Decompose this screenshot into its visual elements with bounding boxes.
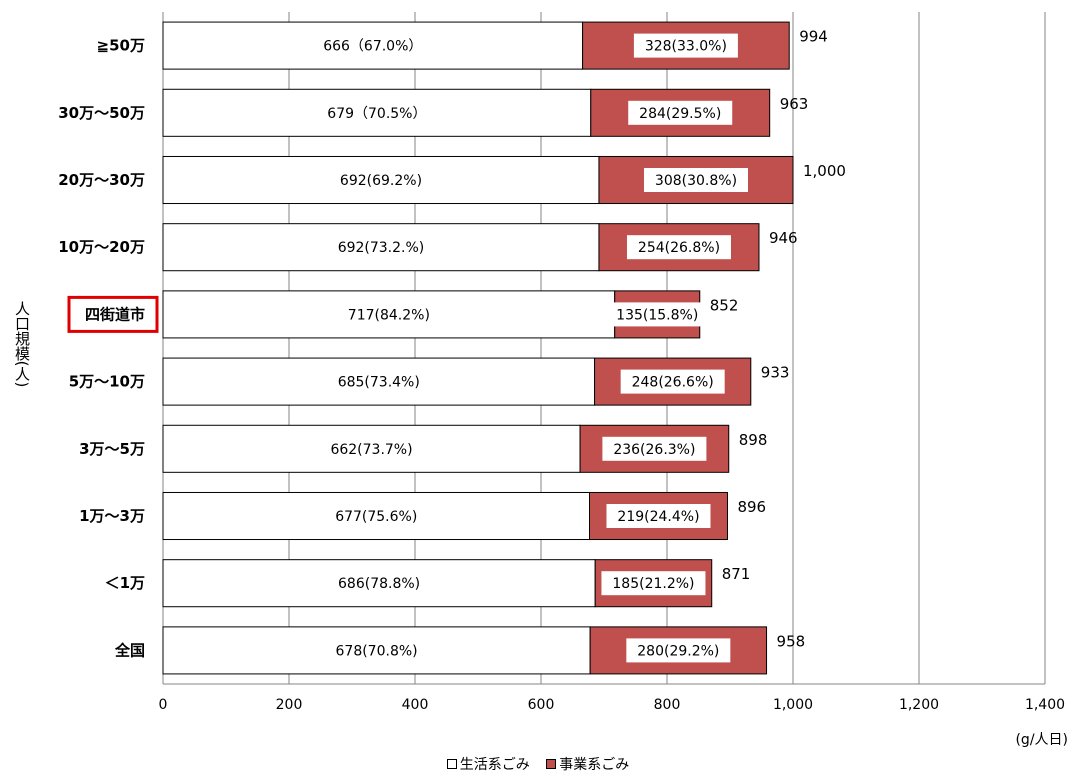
total-label: 946 bbox=[769, 229, 798, 247]
data-label-household: 677(75.6%) bbox=[335, 509, 417, 525]
data-label-bg bbox=[601, 571, 706, 596]
data-label-household: 692(73.2.%) bbox=[338, 240, 425, 256]
data-label-business: 328(33.0%) bbox=[645, 39, 727, 55]
x-tick-label: 1,400 bbox=[1025, 697, 1065, 713]
y-axis-label: 人口規模(人) bbox=[13, 301, 31, 388]
x-tick-label: 0 bbox=[159, 697, 168, 713]
highlight-box bbox=[67, 295, 159, 333]
total-label: 933 bbox=[761, 364, 790, 382]
data-label-household: 679（70.5%） bbox=[327, 106, 426, 122]
data-label-business: 308(30.8%) bbox=[655, 173, 737, 189]
data-label-business: 185(21.2%) bbox=[612, 576, 694, 592]
data-label-household: 686(78.8%) bbox=[338, 576, 420, 592]
data-label-household: 685(73.4%) bbox=[338, 375, 420, 391]
data-label-bg bbox=[602, 436, 707, 461]
category-label: 四街道市 bbox=[85, 305, 145, 323]
legend-household-swatch bbox=[446, 759, 457, 769]
data-label-business: 254(26.8%) bbox=[638, 240, 720, 256]
category-label: 5万～10万 bbox=[69, 373, 145, 391]
category-label: ＜1万 bbox=[105, 574, 145, 592]
data-label-household: 666（67.0%） bbox=[323, 39, 422, 55]
data-label-household: 717(84.2%) bbox=[348, 307, 430, 323]
legend-business-swatch bbox=[546, 759, 557, 769]
total-label: 958 bbox=[777, 632, 806, 650]
data-label-household: 662(73.7%) bbox=[330, 442, 412, 458]
data-label-household: 692(69.2%) bbox=[340, 173, 422, 189]
category-label: 1万～3万 bbox=[79, 507, 145, 525]
data-label-business: 280(29.2%) bbox=[637, 643, 719, 659]
total-label: 852 bbox=[710, 296, 739, 314]
total-label: 896 bbox=[737, 498, 766, 516]
category-label: 30万～50万 bbox=[58, 104, 145, 122]
data-label-bg bbox=[605, 302, 710, 327]
bar-household bbox=[162, 88, 592, 137]
data-label-bg bbox=[628, 100, 733, 125]
data-label-bg bbox=[643, 168, 748, 192]
data-label-business: 219(24.4%) bbox=[617, 509, 699, 525]
x-tick-label: 600 bbox=[528, 697, 555, 713]
legend-business: 事業系ごみ bbox=[546, 754, 629, 774]
bar-household bbox=[162, 155, 600, 205]
total-label: 898 bbox=[739, 431, 768, 449]
bar-household bbox=[162, 223, 600, 272]
bar-household bbox=[162, 290, 616, 339]
bar-household bbox=[162, 559, 596, 608]
data-label-business: 236(26.3%) bbox=[613, 442, 695, 458]
bar-household bbox=[162, 424, 581, 473]
x-tick-label: 800 bbox=[654, 697, 681, 713]
total-label: 871 bbox=[722, 565, 751, 583]
legend-household: 生活系ごみ bbox=[446, 754, 530, 774]
data-label-bg bbox=[606, 504, 711, 528]
bar-household bbox=[162, 626, 591, 675]
data-label-business: 135(15.8%) bbox=[616, 307, 698, 323]
x-tick-label: 200 bbox=[276, 697, 303, 713]
legend-household-label: 生活系ごみ bbox=[459, 757, 530, 773]
data-label-business: 284(29.5%) bbox=[639, 106, 721, 122]
data-label-bg bbox=[626, 638, 731, 663]
category-label: 3万～5万 bbox=[79, 440, 145, 458]
total-label: 994 bbox=[799, 28, 828, 46]
data-label-household: 678(70.8%) bbox=[336, 643, 418, 659]
total-label: 963 bbox=[780, 95, 809, 113]
data-label-bg bbox=[620, 369, 725, 394]
x-tick-label: 400 bbox=[402, 697, 429, 713]
legend: 生活系ごみ 事業系ごみ bbox=[0, 754, 1076, 774]
category-label: ≧50万 bbox=[97, 37, 145, 55]
category-label: 全国 bbox=[114, 641, 145, 659]
category-label: 20万～30万 bbox=[58, 171, 145, 189]
legend-business-label: 事業系ごみ bbox=[559, 757, 630, 773]
x-tick-label: 1,200 bbox=[899, 697, 939, 713]
bar-household bbox=[162, 491, 591, 541]
total-label: 1,000 bbox=[803, 162, 846, 180]
data-label-bg bbox=[633, 33, 738, 58]
data-label-business: 248(26.6%) bbox=[632, 375, 714, 391]
x-tick-label: 1,000 bbox=[773, 697, 813, 713]
data-label-bg bbox=[626, 235, 731, 260]
x-axis-label: (g/人日) bbox=[1015, 732, 1068, 748]
category-label: 10万～20万 bbox=[58, 238, 145, 256]
bar-household bbox=[162, 357, 596, 406]
